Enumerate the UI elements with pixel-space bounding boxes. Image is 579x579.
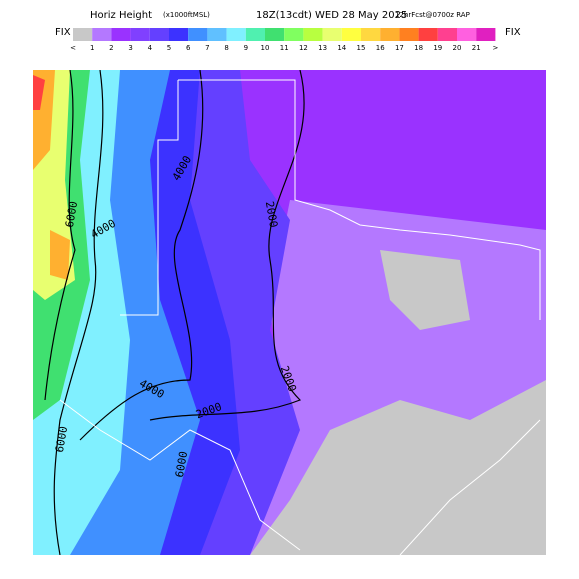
contour-line xyxy=(149,70,305,421)
colorbar-swatch xyxy=(437,28,457,41)
colorbar-tick-label: 9 xyxy=(244,44,248,52)
contour-label: 6000 xyxy=(53,425,70,453)
boundary xyxy=(59,399,541,555)
colorbar-tick-label: 5 xyxy=(167,44,171,52)
colorbar-tick-label: 21 xyxy=(472,44,481,52)
colorbar-swatch xyxy=(265,28,285,41)
title: Horiz Height xyxy=(90,10,152,21)
boundary xyxy=(120,79,541,320)
contour-label: 2000 xyxy=(263,200,280,228)
contour-line xyxy=(79,70,204,441)
colorbar-tick-label: 10 xyxy=(261,44,270,52)
colorbar-swatch xyxy=(341,28,361,41)
colorbar-tick-label: 1 xyxy=(90,44,94,52)
contour-line xyxy=(44,70,76,401)
colorbar-tick-label: 16 xyxy=(376,44,385,52)
colorbar-tick-label: 4 xyxy=(148,44,153,52)
colorbar-left-label: FIX xyxy=(55,27,71,38)
contour-label: 6000 xyxy=(63,200,80,228)
colorbar-swatch xyxy=(245,28,265,41)
forecast-info: 12hrFcst@0700z RAP xyxy=(395,11,470,19)
colorbar-tick-label: 14 xyxy=(337,44,346,52)
colorbar-swatch xyxy=(380,28,400,41)
colorbar-swatch xyxy=(73,28,93,41)
colorbar-tick-label: > xyxy=(492,44,498,52)
colorbar-tick-label: 12 xyxy=(299,44,308,52)
colorbar: <1 2 3 4 5 6 7 8 9 10 11 12 13 14 15 16 17 18 19 20 21 > xyxy=(70,28,498,52)
colorbar-swatch xyxy=(322,28,342,41)
colorbar-swatch xyxy=(457,28,477,41)
colorbar-swatch xyxy=(284,28,304,41)
colorbar-tick-label: 13 xyxy=(318,44,327,52)
colorbar-swatch xyxy=(361,28,381,41)
colorbar-swatch xyxy=(92,28,112,41)
colorbar-swatch xyxy=(303,28,323,41)
colorbar-tick-label: 18 xyxy=(414,44,423,52)
field-region xyxy=(33,70,70,280)
colorbar-swatch xyxy=(111,28,131,41)
colorbar-swatch xyxy=(226,28,246,41)
colorbar-tick-label: 15 xyxy=(357,44,366,52)
colorbar-tick-label: 20 xyxy=(453,44,462,52)
colorbar-tick-label: 11 xyxy=(280,44,289,52)
colorbar-tick-label: 7 xyxy=(205,44,209,52)
colorbar-swatch xyxy=(418,28,438,41)
colorbar-swatch xyxy=(207,28,227,41)
colorbar-swatch xyxy=(476,28,496,41)
units: (x1000ftMSL) xyxy=(163,11,210,19)
colorbar-swatch xyxy=(188,28,208,41)
colorbar-tick-label: 3 xyxy=(128,44,132,52)
colorbar-tick-label: 19 xyxy=(433,44,442,52)
colorbar-tick-label: 17 xyxy=(395,44,404,52)
field-region xyxy=(33,75,45,110)
contour-line xyxy=(53,70,104,555)
colorbar-right-label: FIX xyxy=(505,27,521,38)
colorbar-swatch xyxy=(169,28,189,41)
colorbar-tick-label: 8 xyxy=(224,44,228,52)
colorbar-tick-label: 2 xyxy=(109,44,113,52)
colorbar-tick-label: < xyxy=(70,44,76,52)
field-region xyxy=(250,250,546,555)
colorbar-tick-label: 6 xyxy=(186,44,191,52)
colorbar-swatch xyxy=(130,28,150,41)
valid-time: 18Z(13cdt) WED 28 May 2025 xyxy=(256,10,407,21)
colorbar-swatch xyxy=(399,28,419,41)
colorbar-swatch xyxy=(149,28,169,41)
contour-label: 6000 xyxy=(173,450,190,478)
